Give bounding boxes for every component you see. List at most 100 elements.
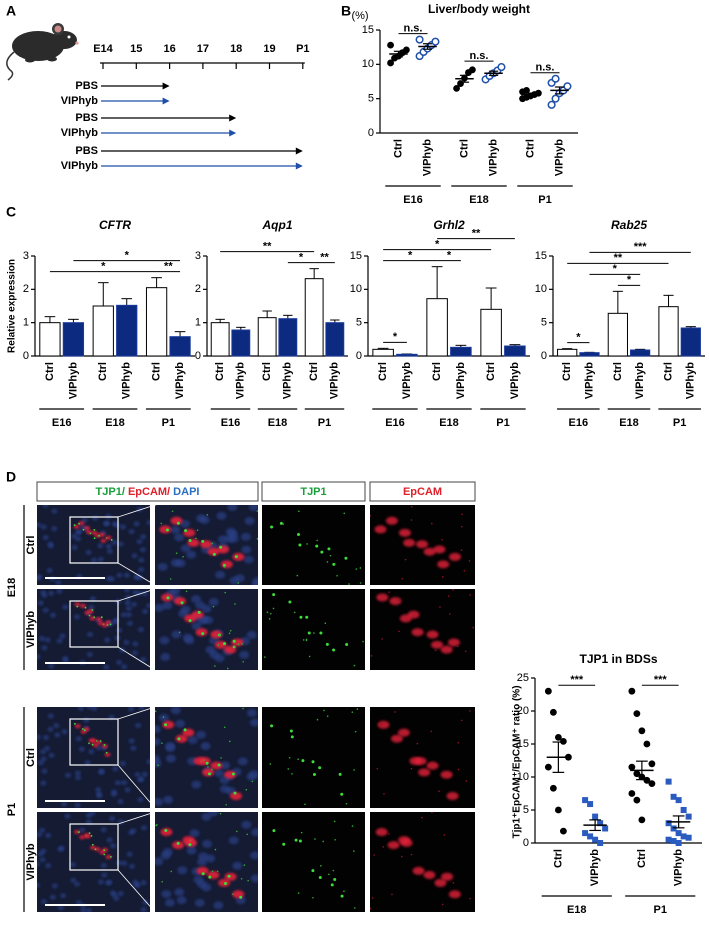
y-tick-label: 15 bbox=[535, 250, 547, 262]
tjp1-speck bbox=[223, 566, 226, 568]
bar bbox=[92, 305, 114, 357]
y-unit: (%) bbox=[351, 10, 368, 22]
epcam-signal bbox=[78, 521, 85, 526]
nucleus bbox=[37, 882, 41, 888]
nucleus bbox=[140, 880, 147, 886]
epcam-speck bbox=[391, 893, 393, 896]
tjp1-speck bbox=[296, 574, 299, 577]
tjp1-speck bbox=[232, 893, 234, 895]
data-point bbox=[549, 708, 557, 716]
data-point bbox=[670, 838, 677, 845]
tjp1-speck bbox=[287, 768, 290, 770]
zoom-line bbox=[117, 706, 156, 720]
nucleus bbox=[42, 735, 49, 741]
epcam-speck bbox=[401, 855, 403, 858]
epcam-signal bbox=[389, 597, 402, 606]
epcam-speck bbox=[452, 589, 454, 591]
significance-label: * bbox=[101, 261, 106, 273]
data-point bbox=[544, 687, 552, 695]
nucleus bbox=[187, 736, 198, 745]
epcam-signal bbox=[95, 617, 102, 622]
nucleus bbox=[191, 595, 202, 604]
zoom-line bbox=[117, 562, 156, 586]
zoom-line bbox=[117, 869, 156, 913]
tjp1-signal bbox=[89, 532, 92, 535]
nucleus bbox=[61, 729, 68, 735]
micrograph-bg bbox=[262, 707, 365, 808]
bar bbox=[450, 346, 472, 357]
nucleus bbox=[116, 572, 123, 578]
column-header: EpCAM bbox=[403, 486, 442, 498]
tjp1-signal bbox=[165, 528, 169, 532]
epcam-speck bbox=[449, 613, 451, 615]
tjp1-signal bbox=[270, 525, 274, 529]
nucleus bbox=[155, 603, 165, 612]
group-label: P1 bbox=[538, 194, 551, 206]
micrograph bbox=[262, 707, 365, 808]
tjp1-speck bbox=[214, 665, 216, 667]
zoom-line bbox=[117, 811, 156, 825]
epcam-signal bbox=[448, 890, 461, 899]
nucleus bbox=[95, 787, 102, 793]
nucleus bbox=[121, 780, 128, 786]
data-point bbox=[403, 46, 410, 54]
arrow-label: VIPhyb bbox=[61, 127, 99, 139]
group-label: E16 bbox=[52, 417, 72, 429]
nucleus bbox=[228, 836, 239, 845]
epcam-speck bbox=[472, 626, 475, 629]
epcam-signal bbox=[198, 757, 211, 766]
tjp1-signal bbox=[73, 524, 76, 527]
epcam-speck bbox=[410, 505, 413, 508]
tjp1-speck bbox=[161, 742, 163, 745]
nucleus bbox=[103, 664, 110, 670]
epcam-speck bbox=[416, 742, 419, 745]
nucleus bbox=[41, 768, 48, 774]
significance-label: ** bbox=[614, 252, 623, 264]
nucleus bbox=[74, 802, 81, 808]
epcam-signal bbox=[159, 525, 172, 534]
epcam-speck bbox=[443, 834, 446, 836]
nucleus bbox=[246, 708, 257, 717]
nucleus bbox=[45, 863, 52, 869]
tjp1-speck bbox=[297, 758, 299, 761]
nucleus bbox=[37, 522, 42, 528]
data-point bbox=[602, 825, 609, 832]
nucleus bbox=[49, 894, 56, 900]
nucleus bbox=[251, 580, 258, 585]
micrograph bbox=[155, 812, 258, 912]
nucleus bbox=[184, 636, 195, 645]
nucleus bbox=[56, 638, 63, 644]
zoom-line bbox=[117, 764, 156, 809]
nucleus bbox=[37, 861, 41, 867]
nucleus bbox=[121, 664, 128, 670]
epcam-signal bbox=[210, 761, 223, 770]
x-tick-label: VIPhyb bbox=[589, 849, 601, 887]
epcam-signal bbox=[449, 552, 462, 561]
column-header-part: TJP1/ bbox=[96, 486, 125, 498]
nucleus bbox=[37, 760, 44, 766]
tjp1-signal bbox=[319, 631, 323, 635]
nucleus bbox=[116, 860, 123, 866]
nucleus bbox=[214, 654, 225, 663]
nucleus bbox=[198, 852, 209, 861]
nucleus bbox=[217, 535, 228, 544]
tjp1-speck bbox=[272, 607, 275, 610]
data-point bbox=[592, 813, 599, 820]
epcam-signal bbox=[416, 540, 429, 549]
nucleus bbox=[126, 851, 133, 857]
nucleus bbox=[98, 768, 105, 774]
y-tick-label: 10 bbox=[517, 771, 529, 783]
tjp1-speck bbox=[157, 764, 159, 767]
epcam-signal bbox=[418, 768, 431, 777]
arrow-head bbox=[229, 129, 237, 137]
data-point bbox=[592, 836, 599, 843]
x-tick-label: VIPhyb bbox=[174, 362, 186, 400]
tjp1-signal bbox=[91, 743, 94, 746]
tjp1-speck bbox=[207, 766, 209, 768]
nucleus bbox=[234, 574, 245, 583]
tjp1-signal bbox=[93, 537, 96, 540]
nucleus bbox=[140, 656, 147, 662]
epcam-signal bbox=[411, 628, 424, 637]
nucleus bbox=[97, 556, 104, 562]
y-axis-label: Relative expression bbox=[7, 259, 18, 353]
